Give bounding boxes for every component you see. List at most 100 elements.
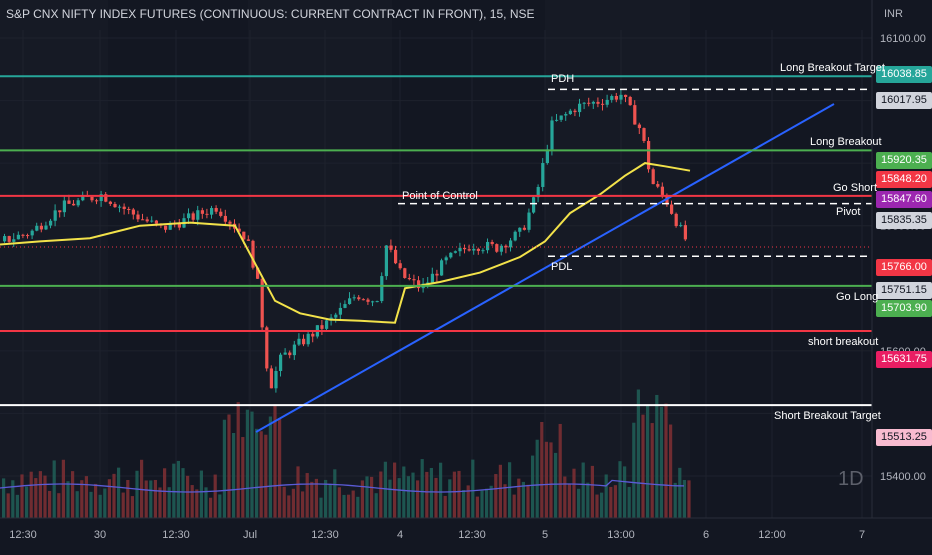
volume-bar xyxy=(664,403,668,518)
candle-body xyxy=(647,140,651,170)
candle-body xyxy=(582,102,586,104)
price-tag: 16017.95 xyxy=(876,92,932,109)
volume-bar xyxy=(572,468,576,518)
candle-body xyxy=(352,297,356,299)
volume-bar xyxy=(623,466,627,518)
volume-bar xyxy=(213,474,217,518)
x-tick-label: 12:30 xyxy=(458,529,486,541)
candle-body xyxy=(348,298,352,305)
volume-bar xyxy=(563,476,567,518)
candle-body xyxy=(7,236,11,242)
candle-body xyxy=(251,240,255,268)
candle-body xyxy=(76,200,80,206)
volume-bar xyxy=(425,471,429,518)
candle-body xyxy=(361,299,365,301)
candle-body xyxy=(486,241,490,251)
volume-bar xyxy=(581,462,585,518)
volume-bar xyxy=(365,476,369,518)
volume-bar xyxy=(144,480,148,518)
volume-bar xyxy=(98,494,102,518)
candle-body xyxy=(495,244,499,252)
candle-body xyxy=(49,220,53,226)
volume-bar xyxy=(20,474,24,518)
price-tag: 15703.90 xyxy=(876,300,932,317)
candle-body xyxy=(430,273,434,283)
candle-body xyxy=(490,241,494,245)
volume-bar xyxy=(204,487,208,518)
volume-bar xyxy=(126,479,130,518)
volume-bar xyxy=(360,480,364,518)
volume-bar xyxy=(443,495,447,518)
volume-bar xyxy=(347,494,351,518)
candle-body xyxy=(541,163,545,187)
volume-bar xyxy=(222,419,226,518)
candle-body xyxy=(651,169,655,185)
candle-body xyxy=(513,231,517,241)
volume-bar xyxy=(627,486,631,518)
volume-bar xyxy=(475,496,479,518)
candle-body xyxy=(12,239,16,242)
volume-bar xyxy=(531,455,535,518)
volume-bar xyxy=(452,471,456,518)
candle-body xyxy=(596,101,600,104)
volume-bar xyxy=(439,462,443,518)
volume-bar xyxy=(66,481,70,518)
volume-bar xyxy=(310,481,314,518)
volume-bar xyxy=(480,490,484,518)
candle-body xyxy=(279,354,283,371)
volume-bar xyxy=(613,485,617,518)
volume-bar xyxy=(558,423,562,518)
candle-body xyxy=(21,234,25,236)
volume-bar xyxy=(448,479,452,518)
volume-bar xyxy=(641,414,645,518)
candle-body xyxy=(164,225,168,230)
volume-bar xyxy=(503,484,507,518)
price-tag: 16038.85 xyxy=(876,66,932,83)
candle-body xyxy=(302,338,306,345)
level-label: Long Breakout xyxy=(810,136,882,149)
volume-bar xyxy=(646,405,650,518)
candle-body xyxy=(601,103,605,105)
volume-ma-line xyxy=(0,479,685,493)
volume-bar xyxy=(43,475,47,518)
volume-bar xyxy=(232,432,236,518)
candle-body xyxy=(242,231,246,240)
candle-body xyxy=(237,228,241,232)
candle-body xyxy=(614,96,618,100)
price-tag: 15513.25 xyxy=(876,429,932,446)
volume-bar xyxy=(512,494,516,518)
volume-bar xyxy=(2,478,6,518)
volume-bar xyxy=(526,484,530,518)
volume-bar xyxy=(549,442,553,518)
candle-body xyxy=(509,240,513,248)
currency-label: INR xyxy=(884,8,903,20)
candle-body xyxy=(108,201,112,204)
candle-body xyxy=(412,279,416,281)
volume-bar xyxy=(590,465,594,518)
candle-body xyxy=(292,344,296,356)
volume-bar xyxy=(245,409,249,518)
volume-bar xyxy=(255,428,259,518)
volume-bar xyxy=(153,479,157,518)
volume-bar xyxy=(669,424,673,518)
volume-bar xyxy=(287,495,291,518)
x-tick-label: 12:00 xyxy=(758,529,786,541)
volume-bar xyxy=(429,467,433,518)
candle-body xyxy=(504,245,508,248)
candle-body xyxy=(297,338,301,345)
candle-body xyxy=(16,234,20,240)
candle-body xyxy=(679,225,683,227)
volume-bar xyxy=(15,494,19,518)
candle-body xyxy=(481,250,485,252)
volume-bar xyxy=(314,478,318,518)
volume-bar xyxy=(61,459,65,518)
candle-body xyxy=(127,209,131,211)
volume-bar xyxy=(149,480,153,518)
candle-body xyxy=(141,219,145,221)
volume-bar xyxy=(163,468,167,518)
candle-body xyxy=(246,239,250,241)
candle-body xyxy=(449,252,453,258)
price-tag: 15751.15 xyxy=(876,282,932,299)
